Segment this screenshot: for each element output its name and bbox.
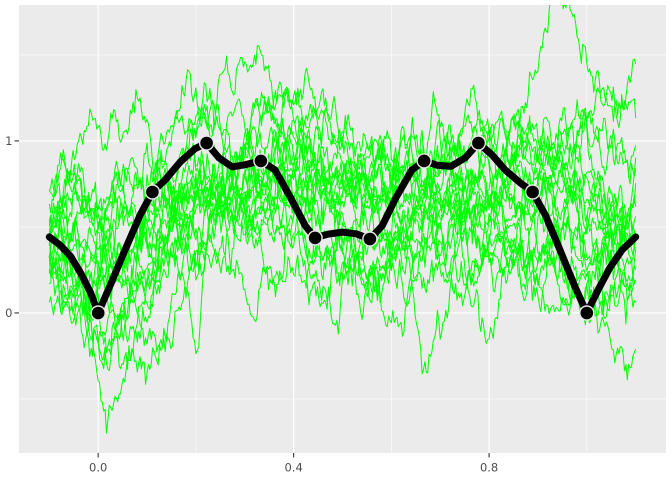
simulated-path — [48, 130, 637, 292]
x-tick-label: 0.4 — [284, 461, 302, 475]
knot-point — [524, 184, 541, 200]
simulated-path — [48, 88, 637, 344]
simulated-path — [48, 191, 637, 375]
y-tick-label: 1 — [5, 134, 12, 148]
knot-points-group — [90, 135, 595, 321]
knot-point — [253, 153, 269, 169]
y-tick-label: 0 — [5, 306, 12, 320]
simulated-path — [48, 98, 637, 280]
x-tick-label: 0.0 — [89, 461, 107, 475]
knot-point — [307, 230, 323, 246]
simulated-path — [48, 99, 637, 337]
axes: 0.0 0.4 0.8 0 1 — [5, 134, 498, 474]
simulated-path — [48, 91, 637, 434]
knot-point — [362, 231, 378, 247]
simulated-paths-group — [48, 5, 637, 434]
knot-point — [90, 305, 106, 321]
knot-point — [198, 135, 215, 151]
knot-point — [144, 184, 161, 200]
x-tick-label: 0.8 — [480, 461, 498, 475]
simulated-path — [48, 5, 637, 296]
mean-curve — [45, 139, 640, 317]
mean-curve-group — [45, 139, 640, 317]
knot-point — [579, 305, 595, 321]
knot-point — [470, 135, 487, 151]
knot-point — [416, 153, 432, 169]
